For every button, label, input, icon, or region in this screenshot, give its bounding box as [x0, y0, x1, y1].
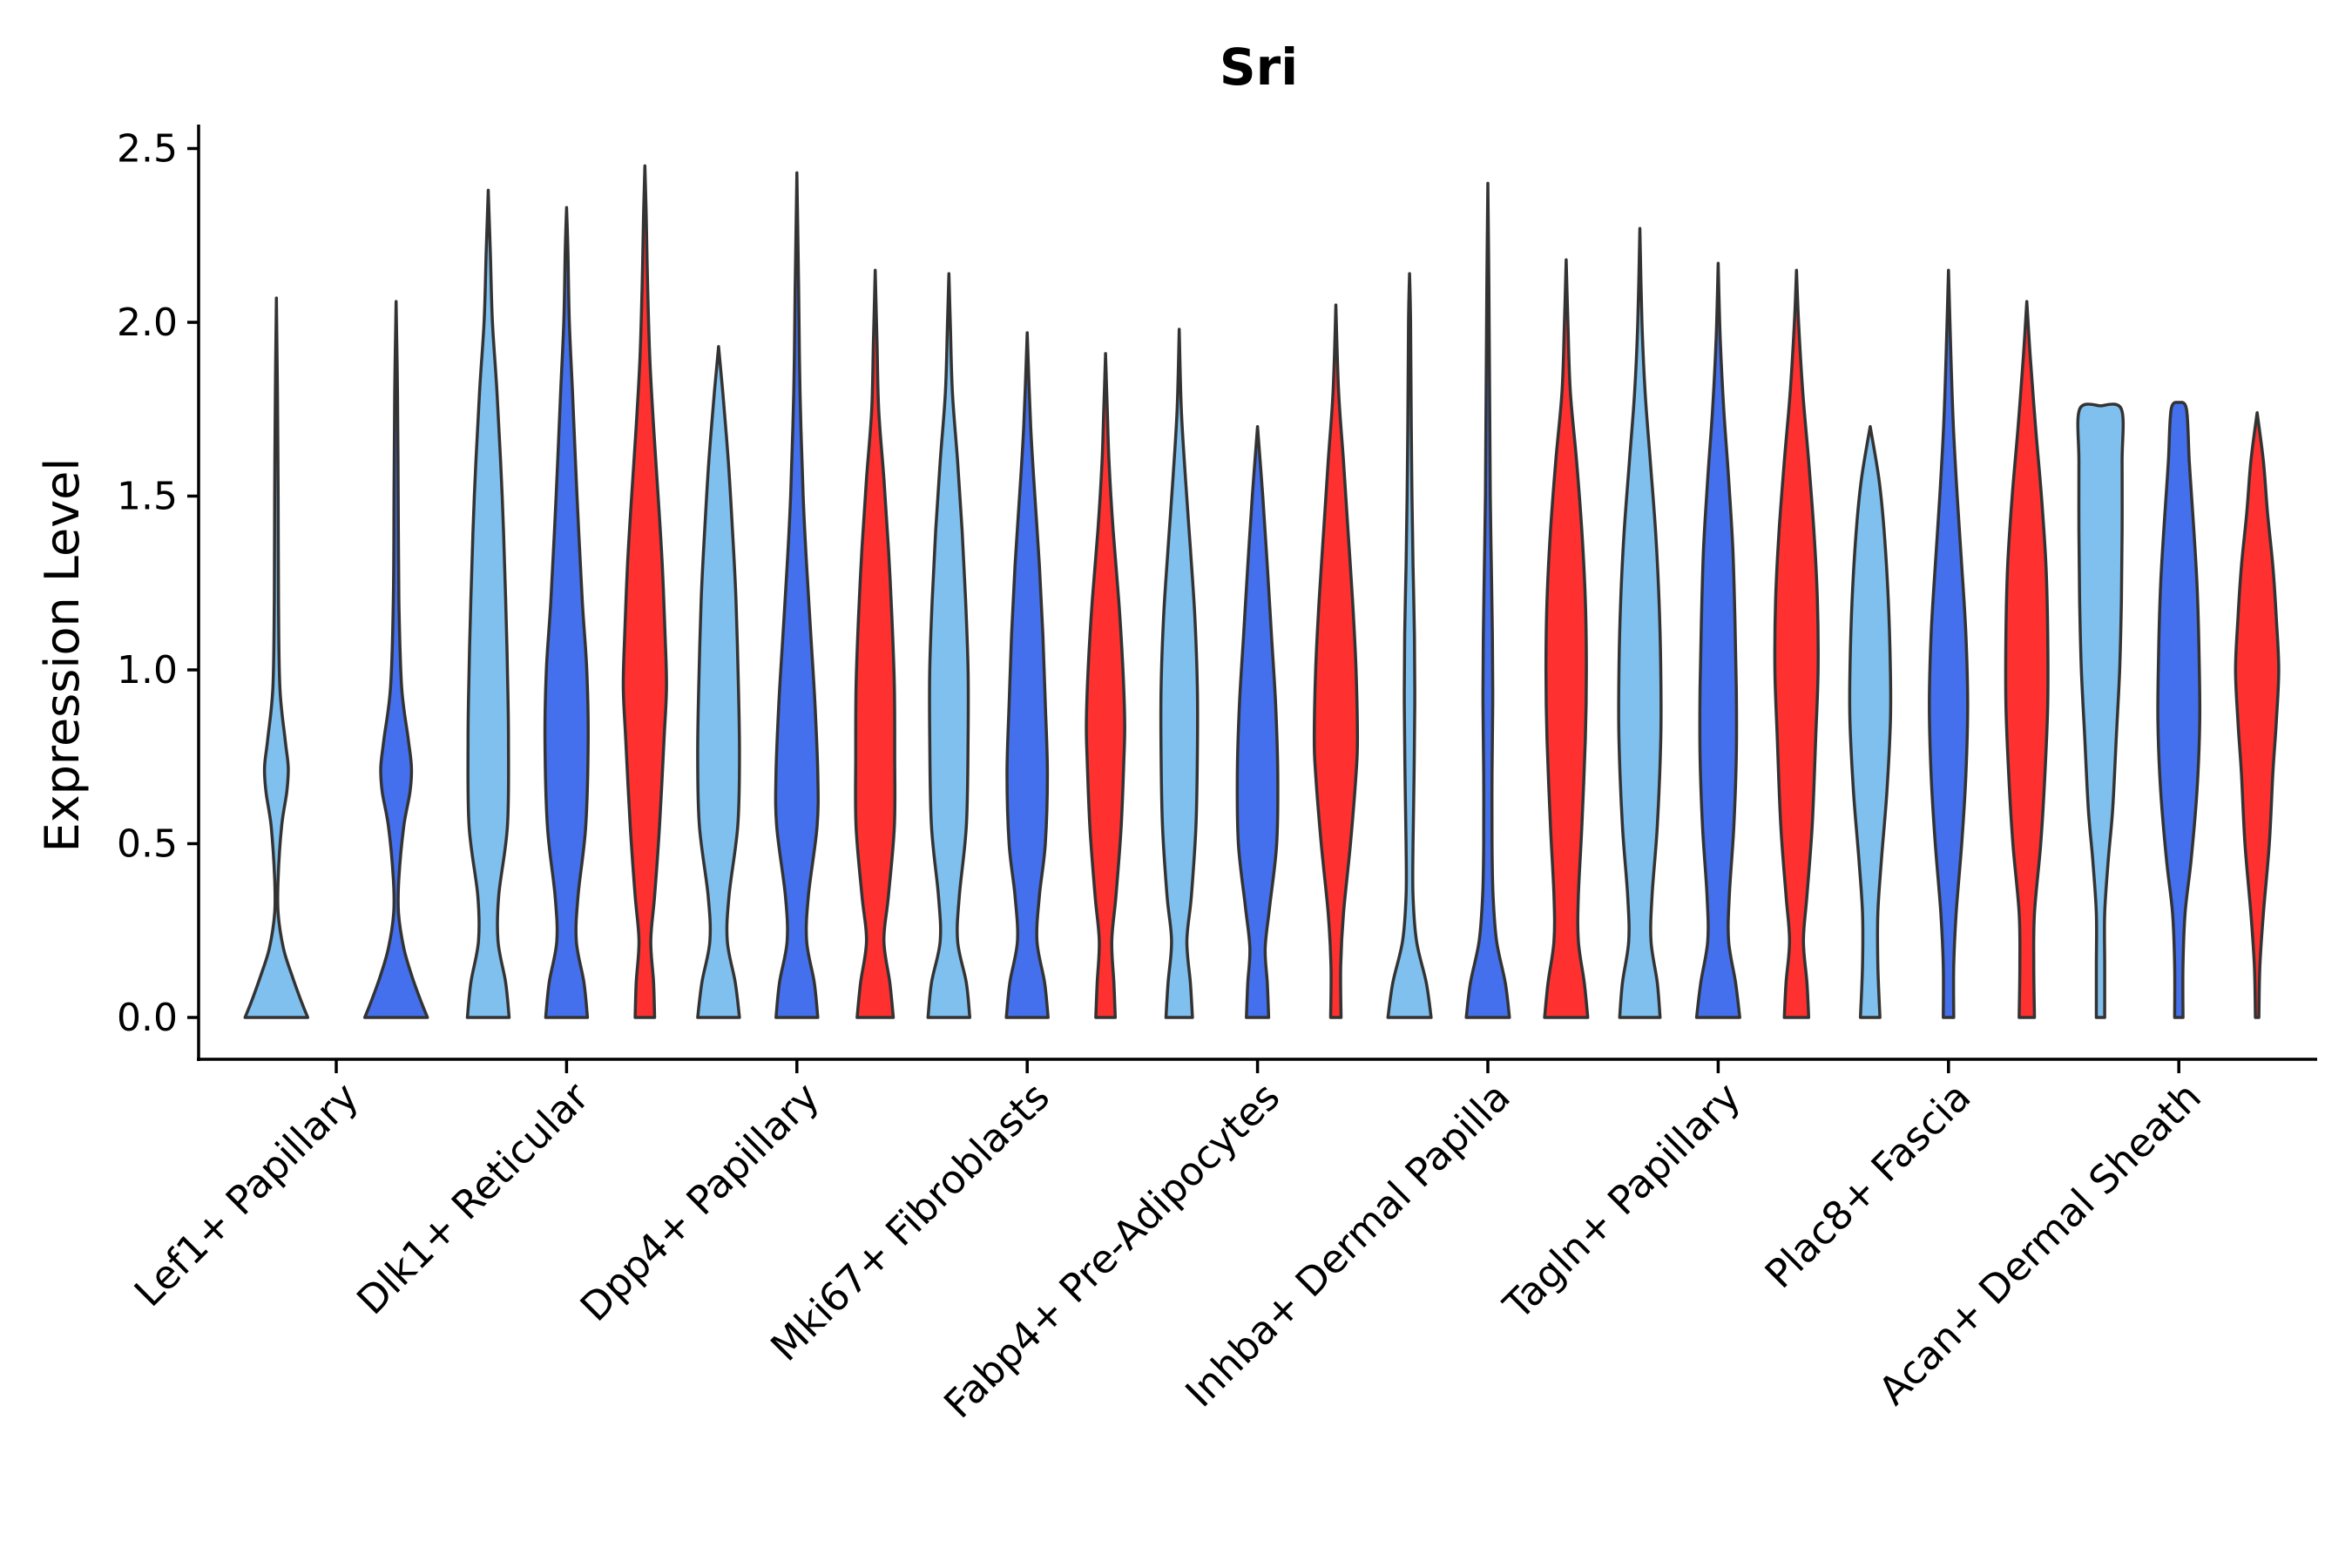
violin-0-0 — [243, 296, 310, 1019]
x-tick-label: Dpp4+ Papillary — [571, 1073, 828, 1330]
violin-1-0 — [465, 188, 511, 1019]
y-axis-label: Expression Level — [35, 458, 90, 853]
violin-8-1 — [2156, 401, 2202, 1019]
y-tick-label: 1.0 — [117, 648, 178, 693]
y-tick-label: 0.5 — [117, 822, 178, 867]
x-tick-label: Dlk1+ Reticular — [348, 1073, 598, 1323]
violin-3-2 — [1085, 352, 1126, 1019]
violin-2-0 — [696, 345, 741, 1019]
violin-2-1 — [774, 171, 820, 1019]
violin-4-1 — [1235, 424, 1280, 1019]
violin-plot-area — [243, 164, 2281, 1019]
violin-8-0 — [2076, 402, 2126, 1019]
violin-5-1 — [1464, 181, 1511, 1019]
violin-2-2 — [854, 268, 897, 1019]
y-tick-label: 0.0 — [117, 996, 178, 1040]
violin-4-0 — [1159, 328, 1200, 1019]
x-tick-label: Plac8+ Fascia — [1756, 1073, 1980, 1297]
violin-1-2 — [621, 164, 668, 1019]
violin-7-2 — [2004, 300, 2050, 1019]
chart-title: Sri — [1220, 37, 1298, 97]
violin-0-1 — [362, 300, 429, 1019]
violin-3-1 — [1004, 331, 1050, 1019]
violin-6-0 — [1617, 226, 1663, 1019]
violin-6-2 — [1773, 268, 1820, 1019]
violin-1-1 — [543, 206, 590, 1019]
violin-5-2 — [1543, 258, 1590, 1019]
violin-3-0 — [926, 272, 972, 1019]
y-tick-label: 2.0 — [117, 301, 178, 345]
violin-4-2 — [1312, 303, 1360, 1019]
violin-5-0 — [1386, 272, 1433, 1019]
violin-6-1 — [1694, 261, 1741, 1019]
y-axis-ticks: 0.0 0.5 1.0 1.5 2.0 2.5 — [117, 127, 199, 1040]
x-tick-label: Tagln+ Papillary — [1494, 1073, 1749, 1328]
y-tick-label: 1.5 — [117, 475, 178, 519]
violin-7-0 — [1848, 424, 1893, 1019]
violin-8-2 — [2234, 410, 2281, 1019]
violin-7-1 — [1928, 268, 1970, 1019]
x-tick-label: Lef1+ Papillary — [125, 1073, 368, 1315]
y-tick-label: 2.5 — [117, 127, 178, 172]
